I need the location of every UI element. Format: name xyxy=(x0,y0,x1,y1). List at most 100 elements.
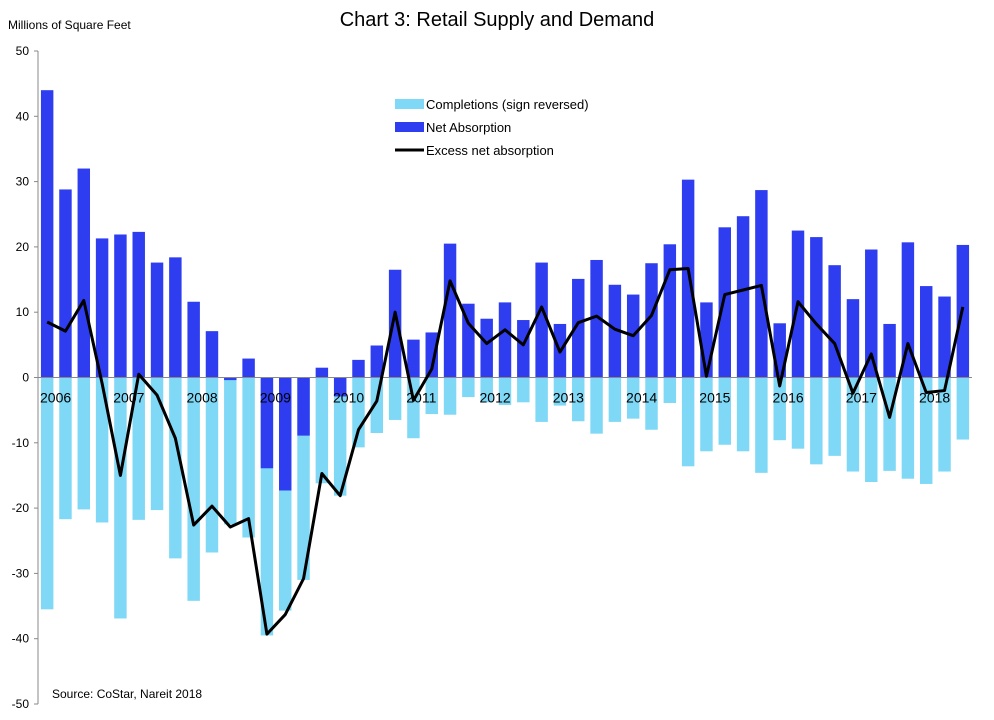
net-absorption-bar xyxy=(407,339,420,378)
legend-swatch xyxy=(395,122,424,132)
x-year-label: 2016 xyxy=(773,390,804,406)
net-absorption-bar xyxy=(59,189,72,378)
y-tick-label: 20 xyxy=(16,240,30,254)
completions-bar xyxy=(205,377,219,553)
source-note: Source: CoStar, Nareit 2018 xyxy=(52,687,203,701)
completions-bar xyxy=(169,377,182,559)
completions-bar xyxy=(590,377,603,434)
completions-bar xyxy=(279,377,292,611)
x-year-label: 2007 xyxy=(113,390,144,406)
net-absorption-bar xyxy=(114,234,127,378)
y-tick-label: 0 xyxy=(22,371,29,385)
completions-bar xyxy=(370,377,384,433)
net-absorption-bar xyxy=(919,286,933,378)
x-year-label: 2017 xyxy=(846,390,877,406)
completions-bar xyxy=(462,377,475,398)
completions-bar xyxy=(224,377,237,525)
y-tick-label: 10 xyxy=(16,305,30,319)
y-tick-label: -40 xyxy=(12,632,30,646)
y-tick-label: 40 xyxy=(16,109,30,123)
completions-bar xyxy=(791,377,805,449)
completions-bar xyxy=(535,377,548,422)
x-year-label: 2008 xyxy=(187,390,218,406)
completions-bars xyxy=(40,377,970,636)
completions-bar xyxy=(498,377,512,405)
net-absorption-bar xyxy=(242,358,255,378)
net-absorption-bar xyxy=(279,377,292,491)
net-absorption-bar xyxy=(205,331,219,378)
x-year-label: 2014 xyxy=(626,390,657,406)
net-absorption-bar xyxy=(681,179,695,378)
net-absorption-bar xyxy=(370,345,384,378)
completions-bar xyxy=(132,377,145,520)
completions-bar xyxy=(846,377,860,472)
completions-bar xyxy=(956,377,970,440)
net-absorption-bar xyxy=(40,90,54,378)
net-absorption-bar xyxy=(901,242,915,378)
completions-bar xyxy=(938,377,951,472)
y-axis-unit-label: Millions of Square Feet xyxy=(8,18,131,32)
completions-bar xyxy=(773,377,786,441)
y-tick-label: 30 xyxy=(16,175,30,189)
x-year-label: 2018 xyxy=(919,390,950,406)
net-absorption-bar xyxy=(553,323,567,378)
x-year-label: 2010 xyxy=(333,390,364,406)
x-year-label: 2015 xyxy=(699,390,730,406)
net-absorption-bars xyxy=(40,90,970,491)
net-absorption-bar xyxy=(352,359,365,378)
net-absorption-bar xyxy=(260,377,274,469)
net-absorption-bar xyxy=(865,249,878,378)
completions-bar xyxy=(260,377,274,636)
completions-bar xyxy=(40,377,54,610)
completions-bar xyxy=(828,377,841,456)
completions-bar xyxy=(77,377,91,510)
completions-bar xyxy=(663,377,677,403)
net-absorption-bar xyxy=(297,377,310,436)
completions-bar xyxy=(517,377,530,403)
chart-title: Chart 3: Retail Supply and Demand xyxy=(339,9,655,31)
net-absorption-bar xyxy=(645,263,658,378)
completions-bar xyxy=(480,377,493,403)
completions-bar xyxy=(718,377,731,445)
x-year-label: 2012 xyxy=(480,390,511,406)
net-absorption-bar xyxy=(425,332,438,378)
completions-bar xyxy=(407,377,420,439)
net-absorption-bar xyxy=(590,259,603,378)
net-absorption-bar xyxy=(626,294,640,378)
net-absorption-bar xyxy=(388,269,402,378)
completions-bar xyxy=(352,377,365,448)
completions-bar xyxy=(919,377,933,484)
excess-line-layer xyxy=(46,266,965,636)
completions-bar xyxy=(608,377,622,422)
completions-bar xyxy=(388,377,402,420)
legend: Completions (sign reversed) Net Absorptio… xyxy=(395,97,589,158)
net-absorption-bar xyxy=(517,320,530,378)
completions-bar xyxy=(242,377,255,538)
legend-label: Completions (sign reversed) xyxy=(426,97,589,112)
net-absorption-bar xyxy=(883,323,896,378)
x-year-label: 2009 xyxy=(260,390,291,406)
net-absorption-bar xyxy=(333,377,347,397)
net-absorption-bar xyxy=(828,265,841,378)
legend-swatch xyxy=(395,99,424,109)
net-absorption-bar xyxy=(169,257,182,378)
y-tick-label: -30 xyxy=(12,566,30,580)
completions-bar xyxy=(150,377,164,511)
x-year-label: 2006 xyxy=(40,390,71,406)
net-absorption-bar xyxy=(846,299,860,378)
completions-bar xyxy=(681,377,695,467)
net-absorption-bar xyxy=(773,323,786,378)
net-absorption-bar xyxy=(480,318,493,378)
net-absorption-bar xyxy=(700,302,713,378)
net-absorption-bar xyxy=(224,377,237,381)
net-absorption-bar xyxy=(132,231,145,378)
completions-bar xyxy=(114,377,127,619)
completions-bar xyxy=(626,377,640,419)
net-absorption-bar xyxy=(956,244,970,378)
completions-bar xyxy=(700,377,713,452)
y-tick-label: 50 xyxy=(16,44,30,58)
completions-bar xyxy=(59,377,72,520)
net-absorption-bar xyxy=(718,227,731,378)
completions-bar xyxy=(810,377,823,465)
